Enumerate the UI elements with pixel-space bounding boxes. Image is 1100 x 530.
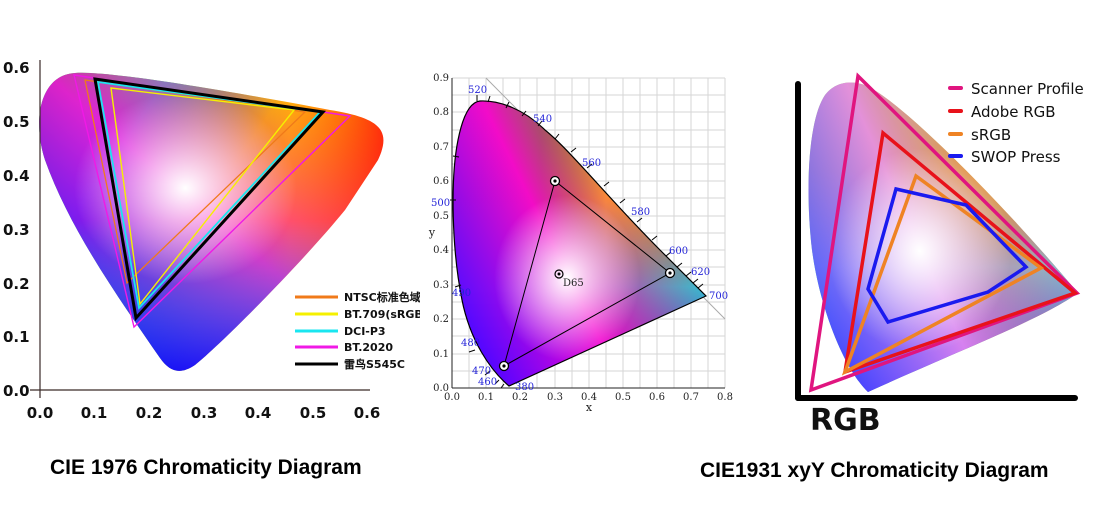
gamut-bt709 [110, 87, 296, 306]
cie1931-xy-chart: D65 0.0 0.1 0.2 0.3 0.4 0.5 0.6 0.7 0.8 … [428, 73, 733, 414]
x-tick-label: 0.3 [191, 404, 218, 422]
y-tick-label: 0.4 [3, 167, 30, 185]
x-tick-label: 0.0 [444, 392, 460, 403]
y-tick-label: 0.9 [433, 73, 449, 84]
spectral-locus [452, 100, 708, 387]
legend-label-srgb: sRGB [971, 126, 1011, 144]
x-tick-label: 0.4 [581, 392, 597, 403]
wavelength-540: 540 [533, 114, 552, 125]
y-tick-label: 0.6 [433, 176, 449, 187]
y-tick-label: 0.0 [3, 382, 30, 400]
d65-label: D65 [563, 278, 584, 289]
wavelength-labels: 520 540 560 580 600 620 700 500 490 480 … [431, 85, 728, 393]
legend-label-swop: SWOP Press [971, 148, 1061, 166]
primary-markers [498, 175, 676, 372]
legend-label-scanner: Scanner Profile [971, 80, 1084, 98]
x-axis-label: x [586, 401, 593, 414]
spectral-locus-fill [453, 100, 706, 386]
wavelength-500: 500 [431, 198, 450, 209]
legend: Scanner Profile Adobe RGB sRGB SWOP Pres… [948, 80, 1084, 166]
wavelength-380: 380 [515, 382, 534, 393]
x-tick-label: 0.5 [615, 392, 631, 403]
x-tick-label: 0.2 [512, 392, 528, 403]
legend-label-bt2020: BT.2020 [344, 341, 393, 354]
caption-cie1931-xyy: CIE1931 xyY Chromaticity Diagram [700, 459, 1049, 482]
wavelength-700: 700 [709, 291, 728, 302]
x-tick-label: 0.7 [683, 392, 699, 403]
cie1931-xyy-chart: Scanner Profile Adobe RGB sRGB SWOP Pres… [795, 72, 1084, 438]
y-tick-label: 0.2 [433, 314, 449, 325]
wavelength-490: 490 [452, 288, 471, 299]
wavelength-470: 470 [472, 366, 491, 377]
y-tick-label: 0.8 [433, 107, 449, 118]
x-tick-label: 0.3 [547, 392, 563, 403]
wavelength-520: 520 [468, 85, 487, 96]
wavelength-480: 480 [461, 338, 480, 349]
x-tick-label: 0.4 [245, 404, 272, 422]
cie1976-chart: 0.0 0.1 0.2 0.3 0.4 0.5 0.6 0.0 0.1 0.2 … [3, 59, 420, 422]
y-tick-label: 0.0 [433, 383, 449, 394]
legend-label-bt709: BT.709(sRGB) [344, 308, 420, 321]
caption-cie1976: CIE 1976 Chromaticity Diagram [50, 456, 362, 479]
y-tick-label: 0.7 [433, 142, 449, 153]
y-tick-label: 0.5 [433, 211, 449, 222]
gamut-fill [808, 82, 1078, 392]
wavelength-560: 560 [582, 158, 601, 169]
x-tick-label: 0.6 [649, 392, 665, 403]
legend-label-s545c: 雷鸟S545C [344, 357, 405, 371]
wavelength-620: 620 [691, 267, 710, 278]
wavelength-460: 460 [478, 377, 497, 388]
x-tick-label: 0.1 [478, 392, 494, 403]
srgb-triangle [503, 180, 671, 368]
x-tick-label: 0.0 [27, 404, 54, 422]
d65-whitepoint: D65 [554, 269, 584, 289]
y-tick-label: 0.2 [3, 275, 30, 293]
gamut-srgb [841, 173, 1045, 376]
y-tick-label: 0.3 [433, 280, 449, 291]
x-tick-label: 0.5 [300, 404, 327, 422]
y-tick-label: 0.3 [3, 221, 30, 239]
y-tick-label: 0.1 [433, 349, 449, 360]
wavelength-580: 580 [631, 207, 650, 218]
legend-label-adobe-rgb: Adobe RGB [971, 103, 1056, 121]
gamut-adobe-rgb [842, 129, 1079, 375]
legend-label-ntsc: NTSC标准色域 [344, 290, 420, 304]
x-tick-label: 0.1 [81, 404, 108, 422]
wavelength-600: 600 [669, 246, 688, 257]
y-tick-label: 0.5 [3, 113, 30, 131]
locus-ticks [450, 95, 704, 389]
y-axis-label: y [428, 226, 436, 239]
x-tick-label: 0.2 [136, 404, 163, 422]
gamut-scanner-profile [808, 72, 1081, 393]
x-tick-label: 0.6 [354, 404, 381, 422]
y-tick-label: 0.6 [3, 59, 30, 77]
rgb-axis-label: RGB [810, 403, 881, 438]
gamut-swop-press [866, 186, 1029, 325]
y-tick-label: 0.1 [3, 328, 30, 346]
x-tick-label: 0.8 [717, 392, 733, 403]
y-tick-label: 0.4 [433, 245, 449, 256]
legend: NTSC标准色域 BT.709(sRGB) DCI-P3 BT.2020 雷鸟S… [295, 290, 420, 371]
gamut-s545c [93, 77, 327, 322]
legend-label-dci-p3: DCI-P3 [344, 325, 386, 338]
